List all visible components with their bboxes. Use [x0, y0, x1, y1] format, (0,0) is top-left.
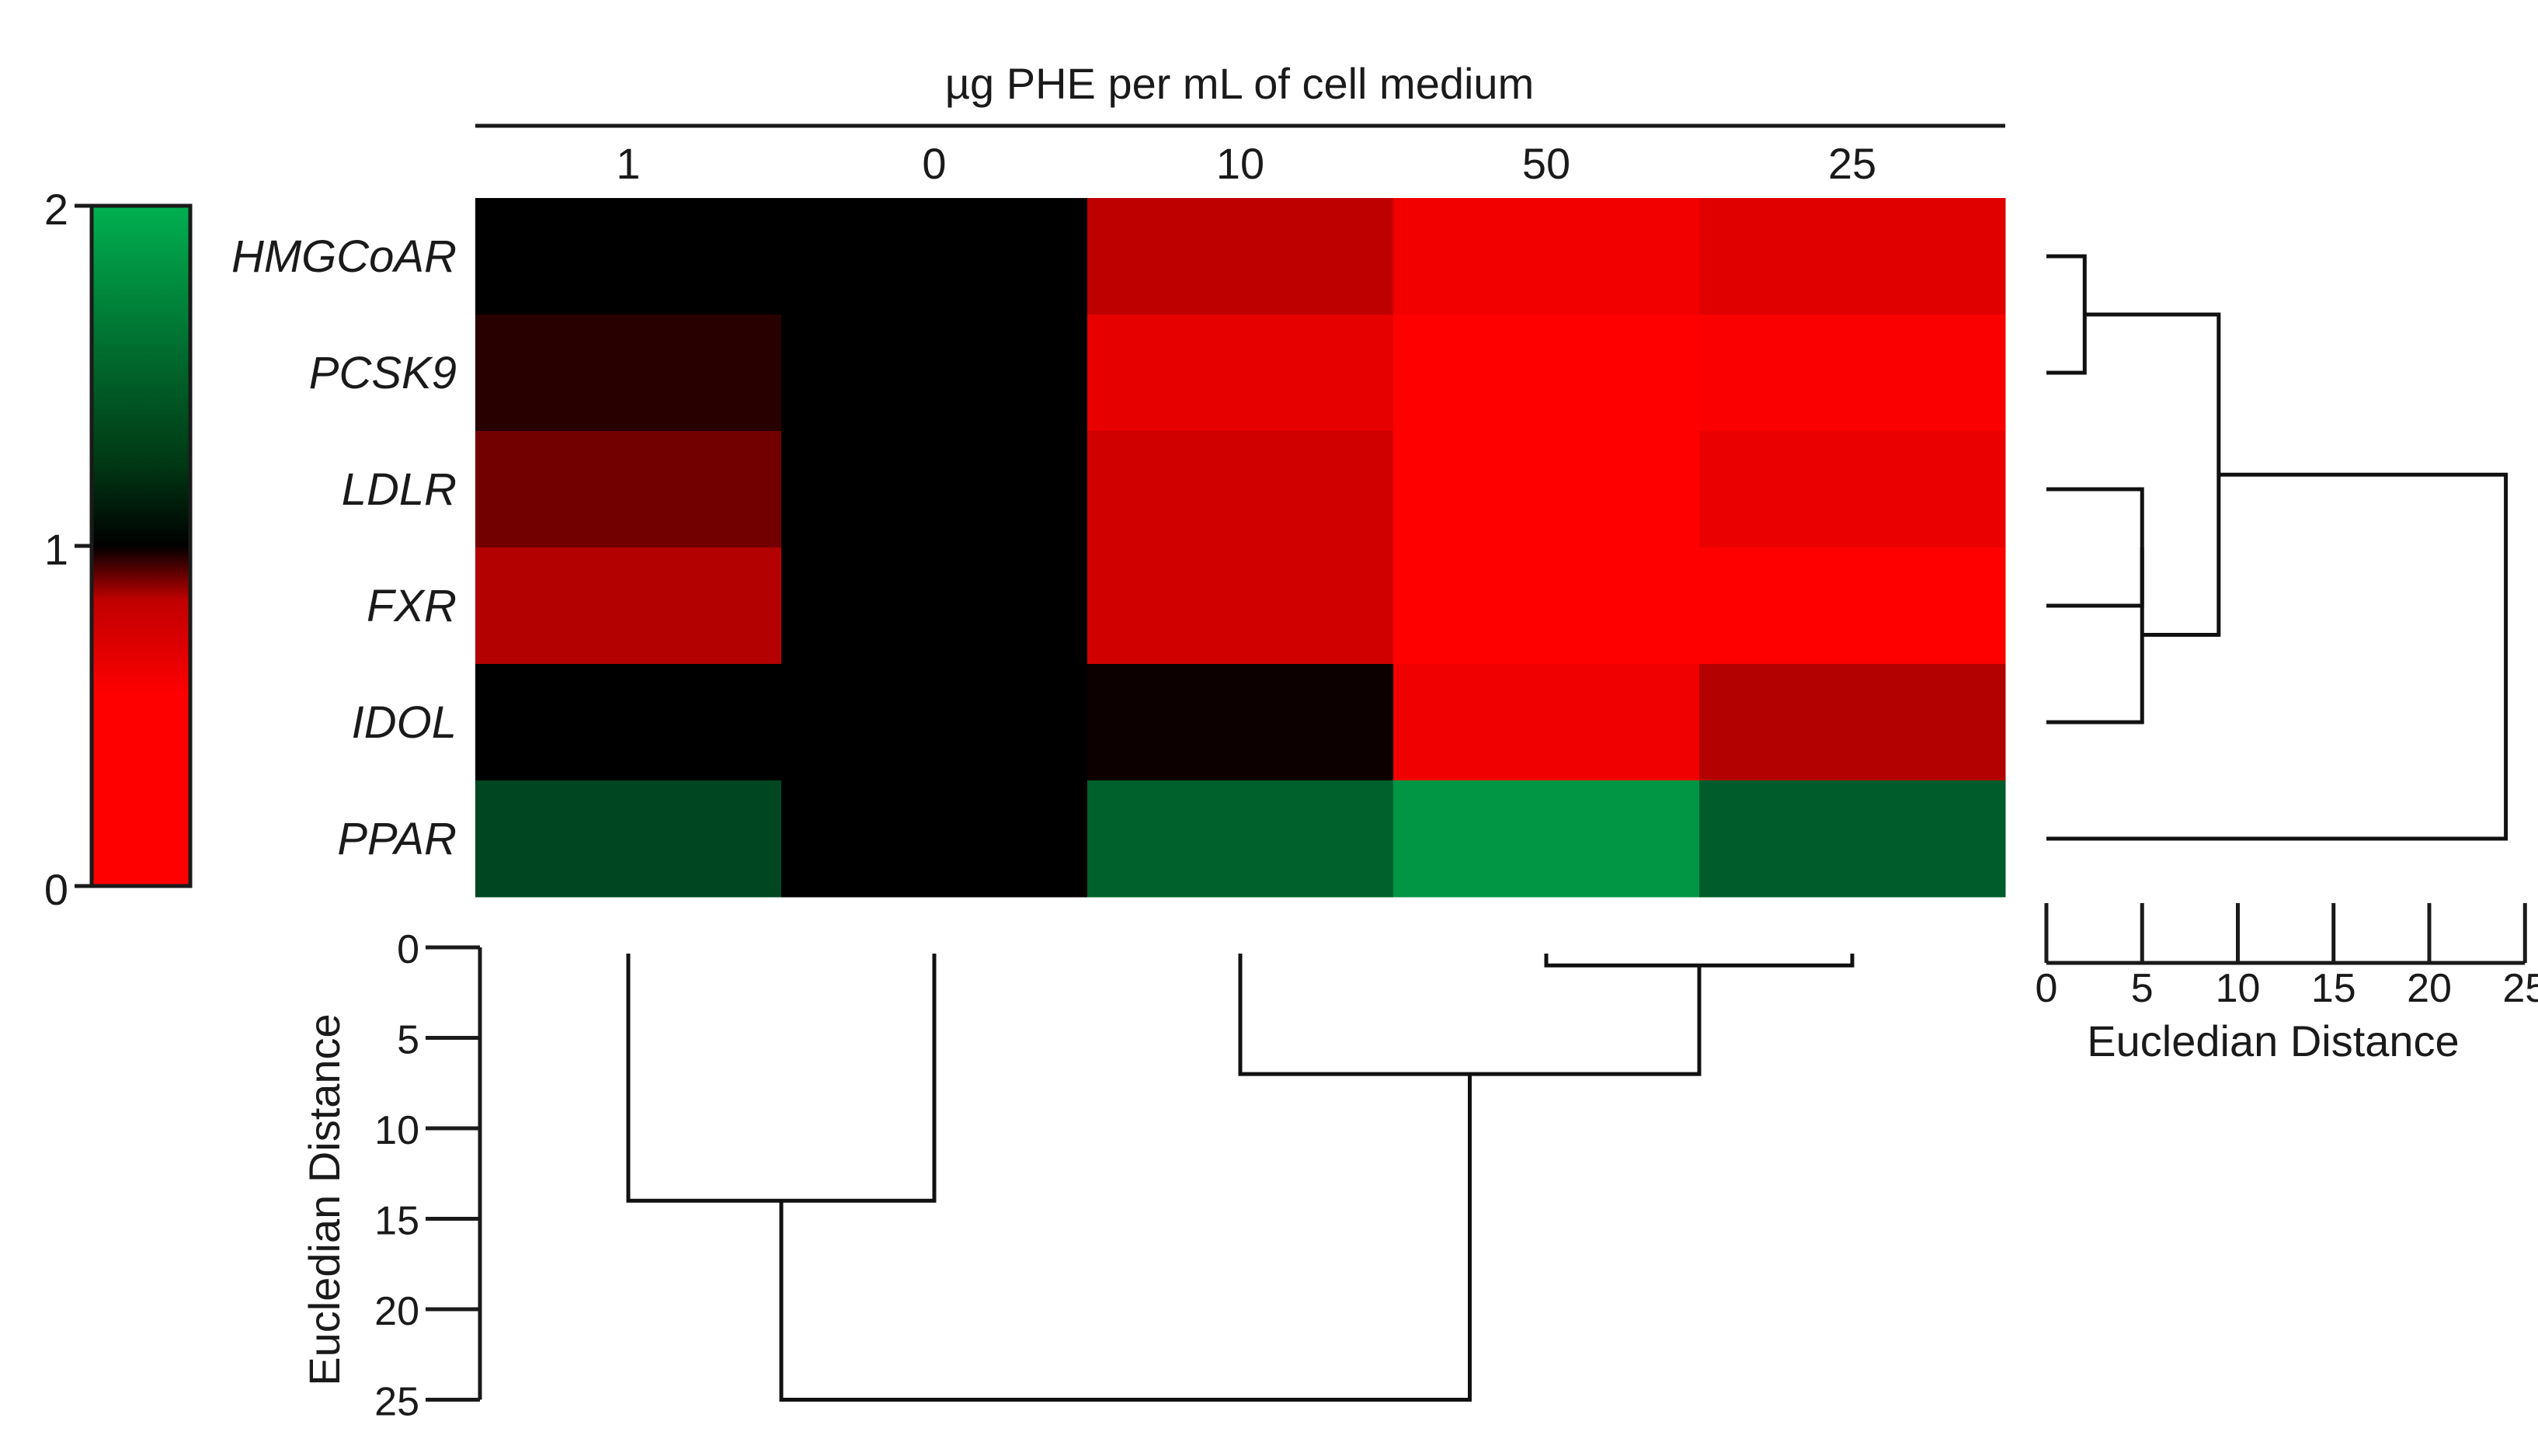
column-dendrogram-axis: 0 5 10 15 20 25	[374, 927, 482, 1425]
heatmap-cell-fxr-25	[1699, 547, 2006, 665]
heatmap-cell-idol-10	[1087, 664, 1394, 781]
colorbar-tick-label-1: 1	[44, 525, 68, 574]
column-labels: 1 0 10 50 25	[616, 139, 1876, 188]
heatmap-cell-ppar-50	[1393, 780, 1700, 898]
colorbar-tick-label-0: 0	[44, 865, 68, 914]
column-dendrogram	[626, 954, 1855, 1402]
heatmap-cell-hmgcoar-25	[1699, 198, 2006, 315]
heatmap-cells	[475, 198, 2006, 898]
heatmap-cell-ldlr-1	[475, 431, 782, 548]
row-branch-ldlr-fxr	[2046, 487, 2144, 608]
row-dendrogram-tick-label-10: 10	[2216, 966, 2261, 1011]
row-label-hmgcoar: HMGCoAR	[231, 231, 457, 282]
col-branch-1-0	[626, 954, 937, 1203]
row-branch-ldlr-fxr-idol	[2046, 547, 2144, 725]
col-branch-50-25	[1544, 954, 1855, 968]
heatmap-cell-idol-0	[781, 664, 1088, 781]
heatmap-cell-ppar-25	[1699, 780, 2006, 898]
heatmap-cell-idol-25	[1699, 664, 2006, 781]
row-label-ppar: PPAR	[337, 814, 457, 864]
row-label-pcsk9: PCSK9	[309, 348, 457, 398]
row-branch-root	[2046, 472, 2508, 841]
heatmap-cell-ldlr-25	[1699, 431, 2006, 548]
row-dendrogram-tick-label-15: 15	[2311, 966, 2356, 1011]
col-dendrogram-tick-label-5: 5	[397, 1018, 419, 1063]
col-dendrogram-tick-label-10: 10	[374, 1108, 419, 1153]
heatmap-cell-fxr-1	[475, 547, 782, 665]
row-labels: HMGCoAR PCSK9 LDLR FXR IDOL PPAR	[231, 231, 457, 864]
row-label-idol: IDOL	[352, 697, 457, 748]
col-dendrogram-tick-label-0: 0	[397, 927, 419, 972]
row-branch-hmgcoar-pcsk9	[2046, 254, 2087, 375]
row-dendrogram-tick-label-0: 0	[2036, 966, 2058, 1011]
heatmap-cell-fxr-50	[1393, 547, 1700, 665]
heatmap-cell-hmgcoar-1	[475, 198, 782, 315]
row-dendrogram-tick-label-25: 25	[2502, 966, 2538, 1011]
col-branch-10-50-25	[1238, 954, 1702, 1076]
heatmap-cell-pcsk9-1	[475, 314, 782, 432]
row-dendrogram-axis-label: Eucledian Distance	[2087, 1016, 2459, 1065]
col-branch-root	[779, 1074, 1472, 1402]
heatmap-cell-ldlr-50	[1393, 431, 1700, 548]
col-dendrogram-axis-label: Eucledian Distance	[300, 1013, 349, 1385]
row-label-fxr: FXR	[367, 581, 457, 631]
heatmap-cell-fxr-0	[781, 547, 1088, 665]
heatmap-cell-hmgcoar-0	[781, 198, 1088, 315]
chart-title: µg PHE per mL of cell medium	[945, 59, 1534, 108]
colorbar-ticks: 0 1 2	[44, 185, 92, 914]
heatmap-cell-hmgcoar-10	[1087, 198, 1394, 315]
heatmap-cell-pcsk9-10	[1087, 314, 1394, 432]
heatmap-cell-ppar-0	[781, 780, 1088, 898]
heatmap-cell-idol-1	[475, 664, 782, 781]
column-label-50: 50	[1522, 139, 1570, 188]
heatmap-cell-fxr-10	[1087, 547, 1394, 665]
heatmap-cell-ldlr-0	[781, 431, 1088, 548]
row-dendrogram-tick-label-20: 20	[2407, 966, 2452, 1011]
column-label-25: 25	[1828, 139, 1876, 188]
column-label-1: 1	[616, 139, 640, 188]
col-dendrogram-tick-label-15: 15	[374, 1199, 419, 1244]
heatmap-cell-ppar-10	[1087, 780, 1394, 898]
column-label-0: 0	[922, 139, 946, 188]
heatmap-cell-hmgcoar-50	[1393, 198, 1700, 315]
heatmap-cell-ppar-1	[475, 780, 782, 898]
row-dendrogram	[2046, 254, 2508, 841]
col-dendrogram-tick-label-25: 25	[374, 1380, 419, 1425]
heatmap-cell-ldlr-10	[1087, 431, 1394, 548]
col-dendrogram-tick-label-20: 20	[374, 1289, 419, 1334]
heatmap-cell-pcsk9-25	[1699, 314, 2006, 432]
row-label-ldlr: LDLR	[342, 464, 457, 515]
column-label-10: 10	[1216, 139, 1264, 188]
heatmap-cell-pcsk9-50	[1393, 314, 1700, 432]
row-dendrogram-axis: 0 5 10 15 20 25	[2036, 903, 2538, 1011]
row-dendrogram-tick-label-5: 5	[2131, 966, 2154, 1011]
heatmap-cell-pcsk9-0	[781, 314, 1088, 432]
row-branch-upper	[2084, 312, 2221, 637]
heatmap-cell-idol-50	[1393, 664, 1700, 781]
colorbar	[89, 203, 193, 888]
colorbar-tick-label-2: 2	[44, 185, 68, 234]
